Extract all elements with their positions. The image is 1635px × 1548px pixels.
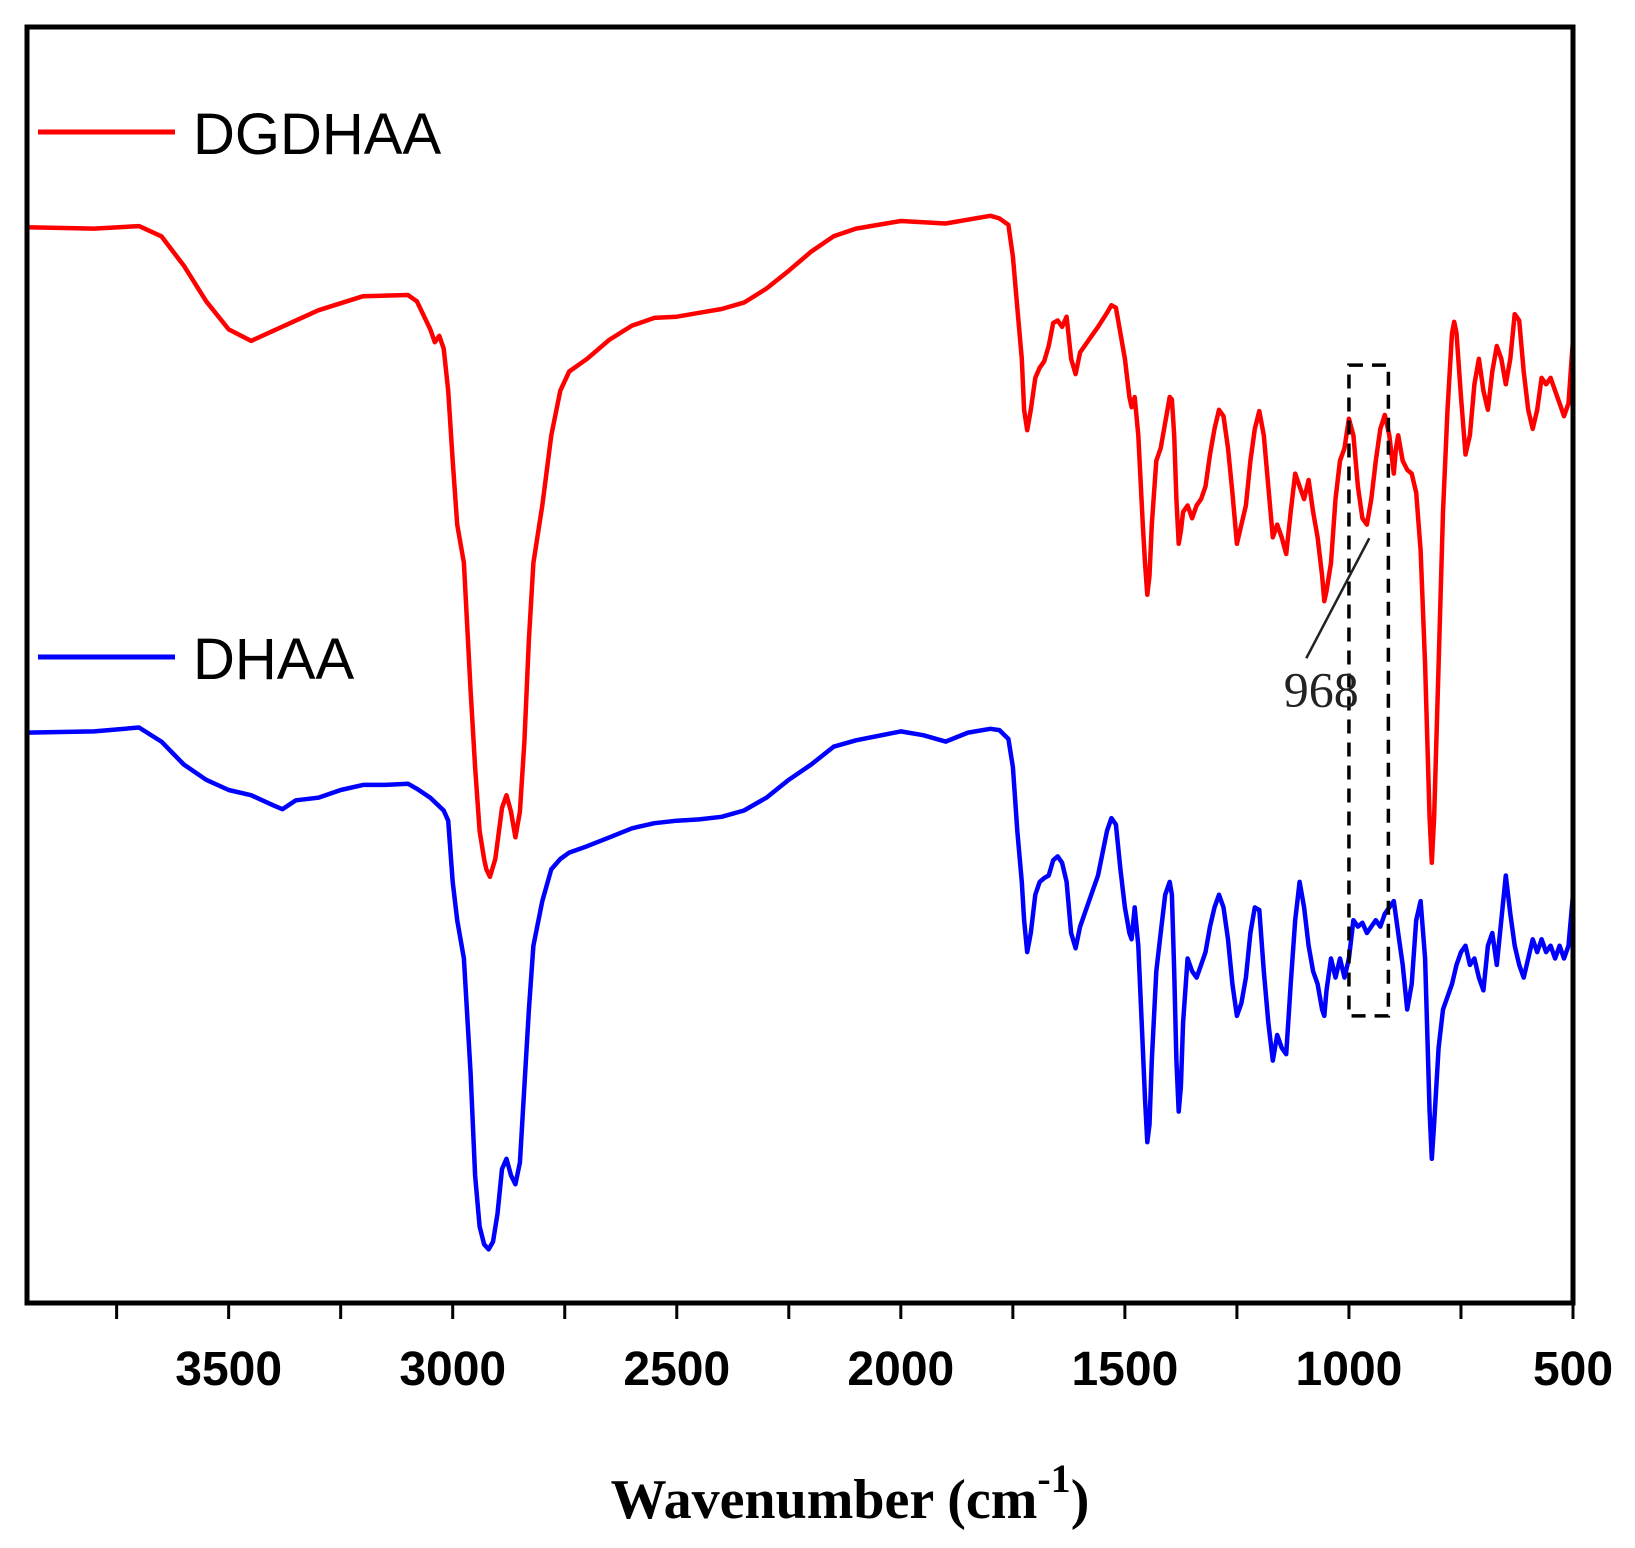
x-axis-label-superscript: -1	[1037, 1456, 1070, 1501]
plot-area: 968	[26, 213, 1576, 1252]
legend-label-dhaa: DHAA	[193, 627, 354, 692]
x-tick-label: 3000	[399, 1343, 506, 1396]
x-axis-label-main: Wavenumber (cm	[611, 1469, 1038, 1531]
series-line-dgdhaa	[26, 213, 1576, 880]
x-tick-label: 500	[1533, 1343, 1613, 1396]
legend: DGDHAA DHAA	[38, 102, 441, 692]
x-tick-label: 1500	[1071, 1343, 1178, 1396]
annotation-leader-line	[1305, 537, 1371, 659]
x-axis-tick-labels: 3500 3000 2500 2000 1500 1000 500	[175, 1343, 1613, 1396]
annotation-label: 968	[1284, 661, 1359, 717]
x-axis-ticks	[115, 1303, 1575, 1319]
legend-label-dgdhaa: DGDHAA	[193, 102, 441, 167]
plot-frame	[24, 24, 1576, 1306]
x-tick-label: 2500	[623, 1343, 730, 1396]
x-tick-label: 3500	[175, 1343, 282, 1396]
x-axis-label-close: )	[1071, 1469, 1090, 1531]
x-axis-label: Wavenumber (cm-1)	[611, 1456, 1090, 1531]
x-tick-label: 1000	[1296, 1343, 1403, 1396]
series-line-dhaa	[26, 725, 1576, 1252]
x-tick-label: 2000	[847, 1343, 954, 1396]
